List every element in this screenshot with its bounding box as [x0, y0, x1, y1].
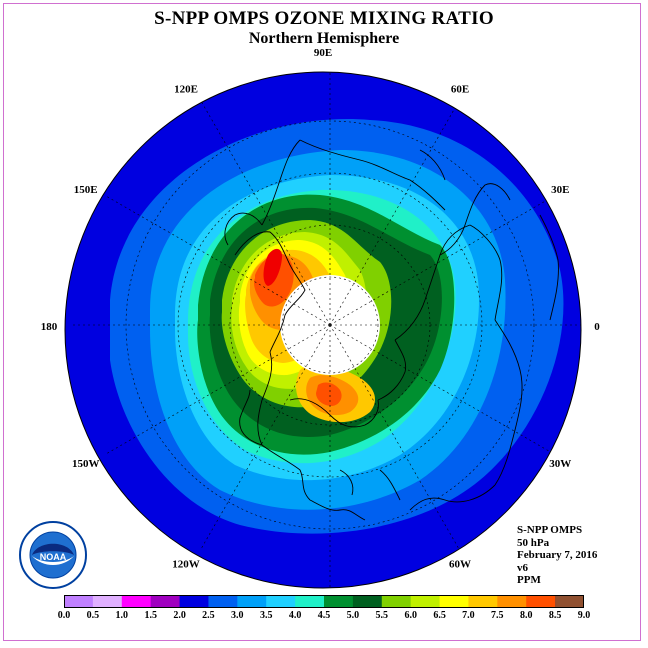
- ozone-field: [65, 72, 581, 588]
- colorbar-tick-label: 6.5: [433, 610, 446, 621]
- version-label: v6: [517, 561, 528, 574]
- longitude-label: 90E: [314, 47, 332, 59]
- noaa-logo: NOAA: [18, 520, 88, 590]
- units-label: PPM: [517, 574, 541, 586]
- instrument-label: S-NPP OMPS: [517, 524, 583, 536]
- longitude-label: 150W: [72, 458, 100, 470]
- longitude-label: 0: [594, 321, 600, 333]
- longitude-label: 60E: [451, 84, 469, 96]
- colorbar-swatch: [179, 595, 209, 608]
- colorbar-swatch: [497, 595, 527, 608]
- colorbar-swatch: [381, 595, 412, 608]
- colorbar-tick-label: 8.5: [548, 610, 562, 621]
- noaa-logo-text: NOAA: [40, 552, 67, 562]
- colorbar-tick-label: 4.5: [317, 610, 331, 621]
- map-subtitle: Northern Hemisphere: [248, 30, 400, 47]
- map-title: S-NPP OMPS OZONE MIXING RATIO: [154, 8, 494, 29]
- longitude-label: 30W: [549, 458, 571, 470]
- colorbar-swatch: [526, 595, 556, 608]
- colorbar-tick-label: 3.0: [231, 610, 244, 621]
- colorbar-swatch: [266, 595, 296, 608]
- colorbar-swatch: [555, 595, 584, 608]
- colorbar-tick-label: 8.0: [519, 610, 533, 621]
- colorbar-swatch: [324, 595, 354, 608]
- colorbar-tick-label: 1.5: [144, 610, 157, 621]
- colorbar-tick-label: 6.0: [404, 610, 417, 621]
- colorbar-swatch: [208, 595, 238, 608]
- longitude-label: 30E: [551, 184, 569, 196]
- figure-frame: [3, 3, 641, 641]
- colorbar-swatch: [295, 595, 325, 608]
- colorbar-tick-label: 0.0: [57, 610, 71, 621]
- colorbar-tick-label: 0.5: [86, 610, 100, 621]
- colorbar-tick-label: 5.5: [375, 610, 389, 621]
- colorbar-tick-label: 1.0: [115, 610, 129, 621]
- colorbar-swatch: [92, 595, 123, 608]
- longitude-label: 150E: [74, 184, 98, 196]
- longitude-label: 120E: [174, 84, 198, 96]
- colorbar-tick-label: 2.0: [173, 610, 186, 621]
- colorbar-swatch: [64, 595, 94, 608]
- colorbar-tick-label: 5.0: [346, 610, 360, 621]
- longitude-label: 120W: [172, 558, 200, 570]
- date-label: February 7, 2016: [517, 549, 598, 561]
- coastlines: [224, 139, 559, 521]
- colorbar-swatch: [439, 595, 469, 608]
- colorbar-swatch: [121, 595, 152, 608]
- colorbar-swatch: [352, 595, 383, 608]
- colorbar-swatch: [468, 595, 498, 608]
- colorbar-tick-label: 2.5: [202, 610, 215, 621]
- colorbar-tick-label: 9.0: [577, 610, 591, 621]
- colorbar: [64, 595, 584, 608]
- colorbar-swatch: [410, 595, 441, 608]
- longitude-label: 60W: [449, 558, 471, 570]
- colorbar-swatch: [150, 595, 181, 608]
- colorbar-tick-label: 7.0: [462, 610, 475, 621]
- info-block: S-NPP OMPS 50 hPa February 7, 2016 v6 PP…: [517, 524, 597, 587]
- colorbar-border: [64, 595, 584, 608]
- map-boundary: [64, 71, 582, 589]
- pressure-level: 50 hPa: [517, 536, 550, 549]
- graticule: [71, 72, 581, 588]
- longitude-label: 180: [41, 321, 58, 333]
- colorbar-tick-label: 7.5: [491, 610, 504, 621]
- colorbar-tick-label: 4.0: [288, 610, 302, 621]
- colorbar-tick-label: 3.5: [259, 610, 273, 621]
- colorbar-swatch: [237, 595, 267, 608]
